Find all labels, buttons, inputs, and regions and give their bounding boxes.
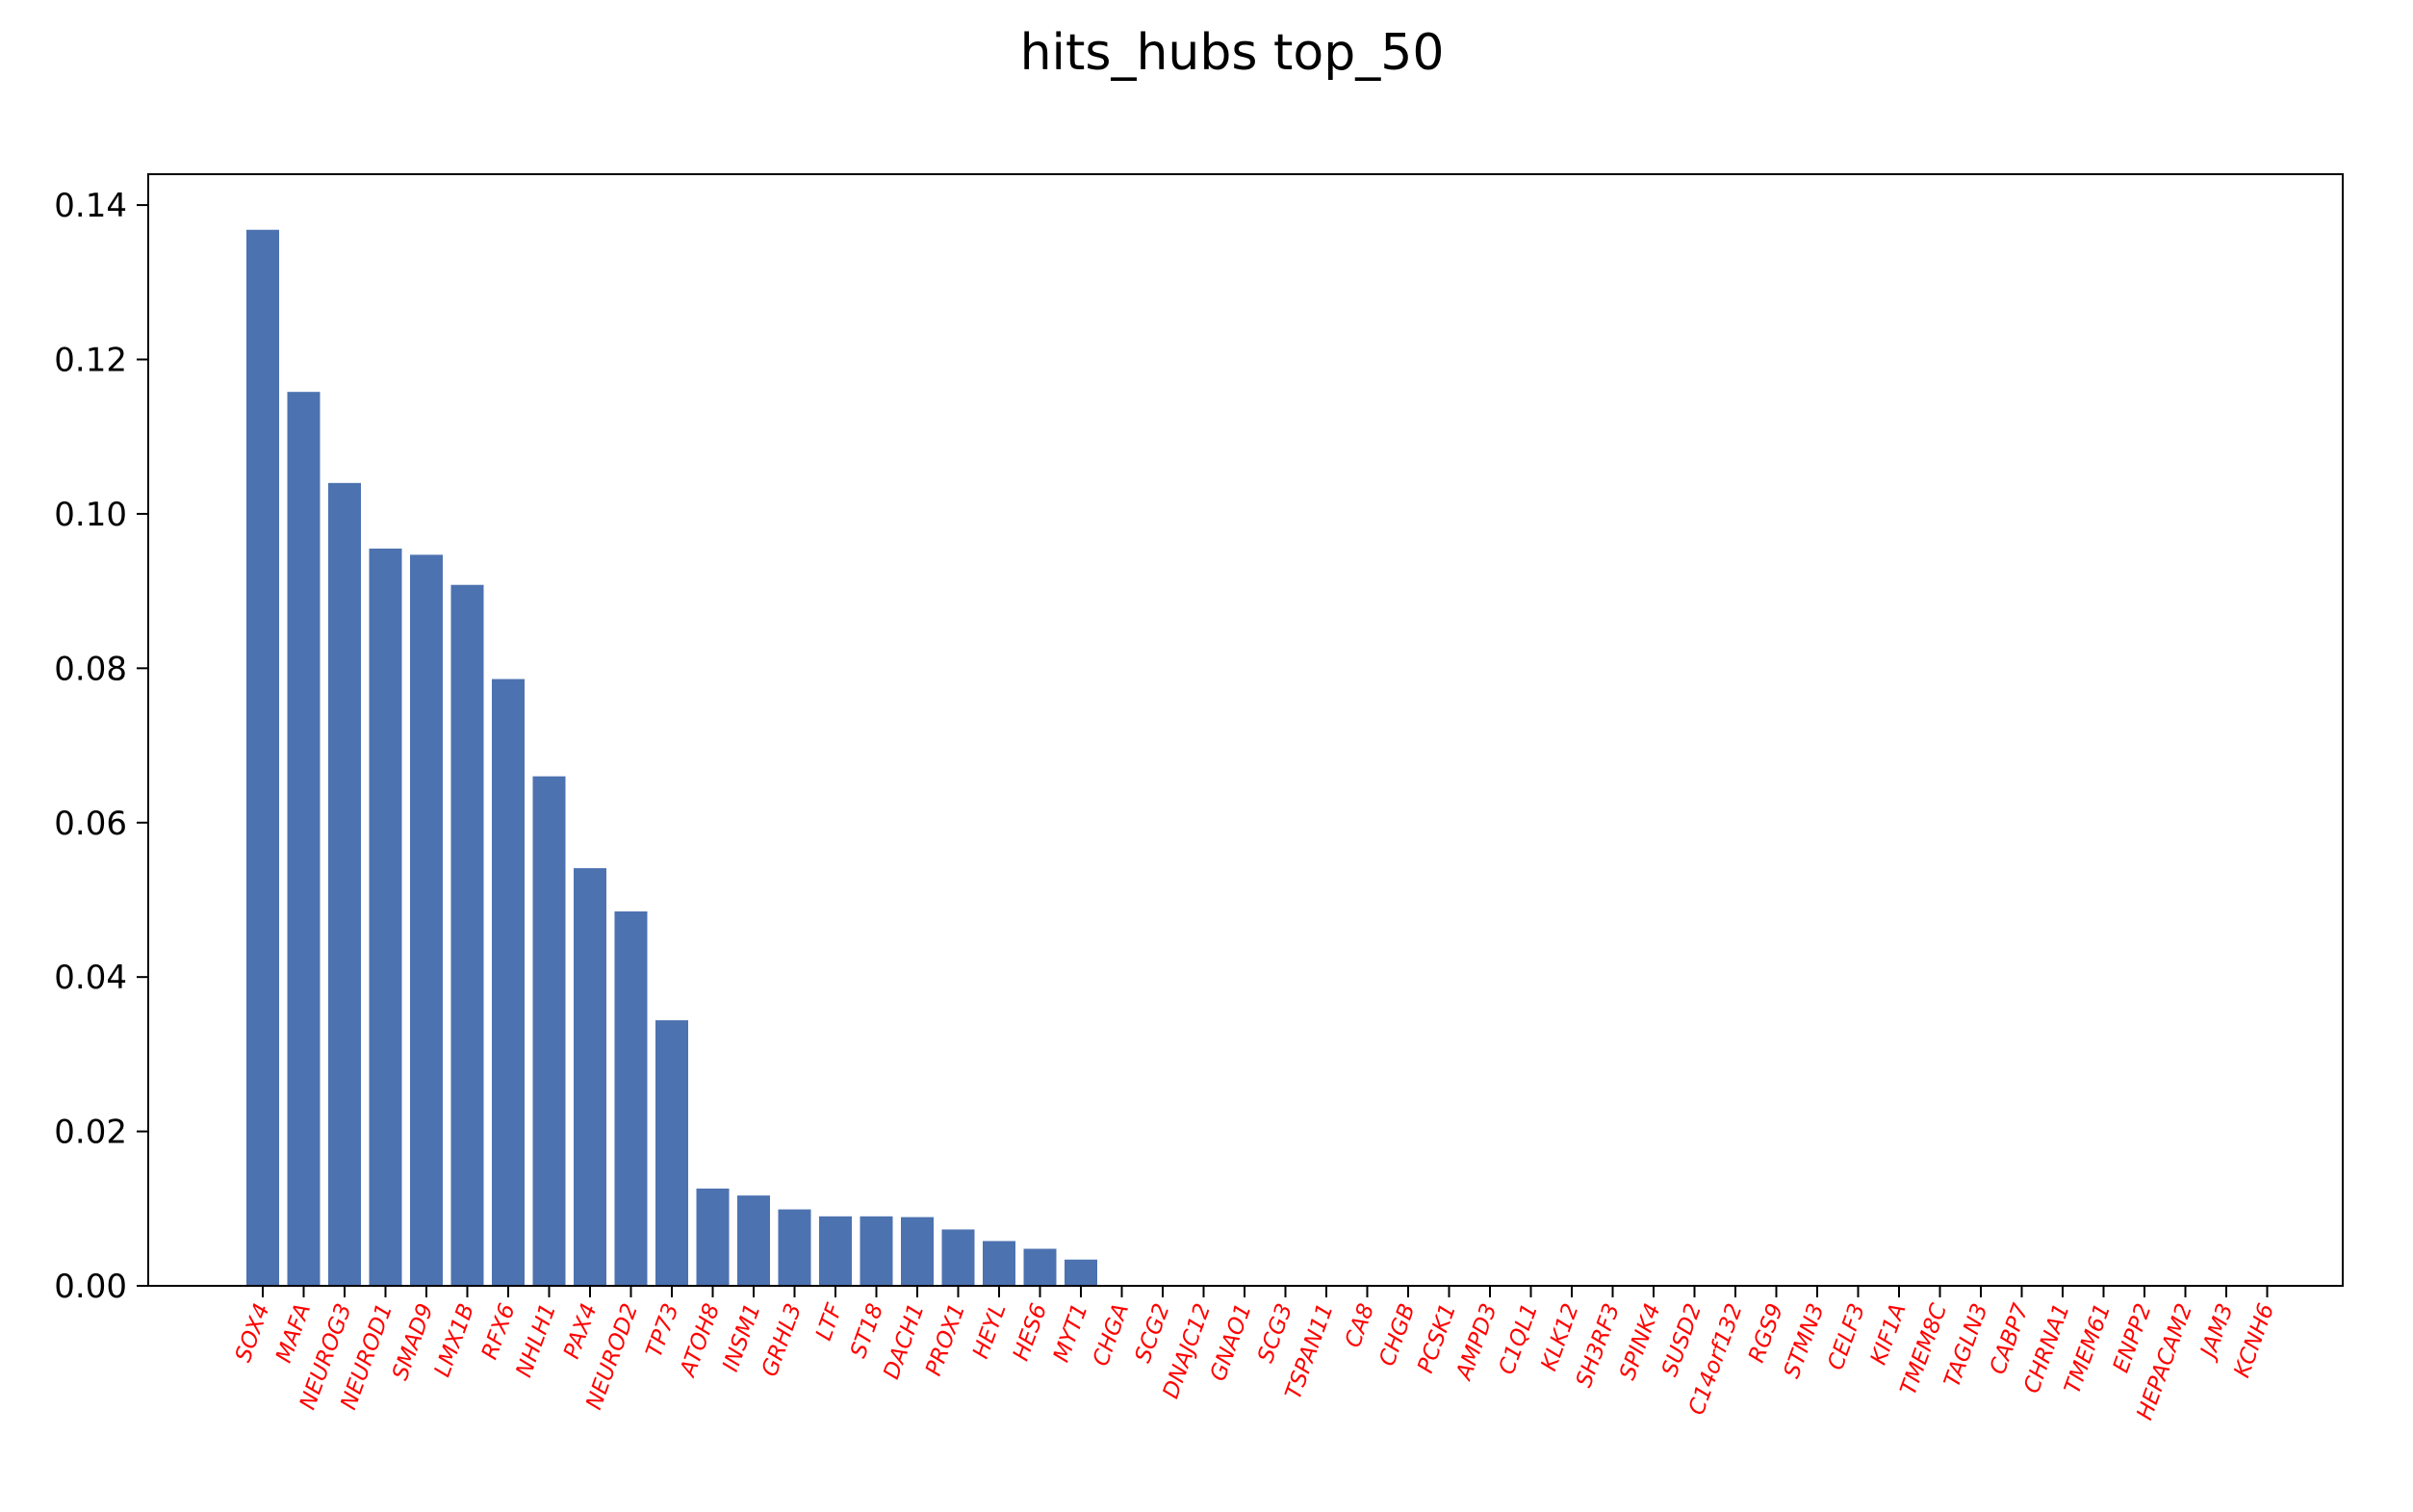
bar-hes6 — [1023, 1248, 1057, 1286]
x-tick-label-lmx1b: LMX1B — [430, 1300, 479, 1380]
bar-st18 — [860, 1216, 893, 1286]
x-tick-label-chgb: CHGB — [1374, 1300, 1420, 1370]
x-tick-label-sox4: SOX4 — [231, 1300, 275, 1366]
bar-dach1 — [901, 1217, 934, 1286]
x-tick-label-ltf: LTF — [811, 1299, 848, 1344]
chart-title: hits_hubs top_50 — [1020, 24, 1445, 82]
bar-rfx6 — [492, 679, 525, 1286]
x-tick-label-rfx6: RFX6 — [477, 1300, 521, 1363]
y-tick-label: 0.06 — [54, 805, 127, 843]
bar-lmx1b — [450, 584, 484, 1286]
bar-heyl — [983, 1241, 1015, 1286]
x-tick-label-nhlh1: NHLH1 — [512, 1300, 562, 1380]
x-tick-label-mafa: MAFA — [271, 1300, 316, 1366]
bar-neurog3 — [328, 482, 361, 1287]
x-tick-label-hes6: HES6 — [1009, 1300, 1052, 1364]
x-tick-label-scg3: SCG3 — [1253, 1300, 1297, 1366]
x-tick-label-heyl: HEYL — [968, 1300, 1012, 1362]
bar-mafa — [287, 392, 321, 1286]
y-tick-label: 0.00 — [54, 1268, 127, 1306]
y-tick-label: 0.14 — [54, 187, 127, 225]
bar-sox4 — [246, 229, 279, 1286]
bar-nhlh1 — [532, 776, 566, 1287]
x-tick-label-scg2: SCG2 — [1131, 1300, 1175, 1366]
plot-frame — [147, 173, 2344, 1287]
y-tick-label: 0.12 — [54, 342, 127, 380]
bar-neurod2 — [614, 910, 648, 1286]
bars-layer — [246, 229, 1097, 1287]
bar-pax4 — [574, 868, 606, 1286]
x-tick-label-chga: CHGA — [1089, 1300, 1134, 1370]
bar-myt1 — [1065, 1259, 1097, 1286]
x-tick-label-klk12: KLK12 — [1536, 1300, 1583, 1374]
x-tick-label-rgs9: RGS9 — [1744, 1300, 1788, 1366]
bar-insm1 — [737, 1195, 770, 1286]
y-axis: 0.00 0.02 0.04 0.06 0.08 0.10 0.12 0.14 — [54, 187, 148, 1306]
x-tick-label-enpp2: ENPP2 — [2109, 1300, 2157, 1376]
bar-tp73 — [655, 1020, 688, 1286]
bar-smad9 — [410, 554, 443, 1286]
bar-neurod1 — [369, 549, 402, 1286]
x-tick-label-myt1: MYT1 — [1049, 1300, 1093, 1366]
bar-grhl3 — [778, 1209, 811, 1286]
x-tick-label-grhl3: GRHL3 — [757, 1300, 807, 1380]
x-tick-label-jam3: JAM3 — [2195, 1300, 2238, 1364]
x-tick-label-st18: ST18 — [846, 1300, 888, 1361]
x-tick-label-celf3: CELF3 — [1823, 1300, 1870, 1373]
y-tick-label: 0.02 — [54, 1114, 127, 1152]
x-tick-label-pax4: PAX4 — [559, 1300, 603, 1362]
bar-ltf — [819, 1216, 852, 1286]
y-tick-label: 0.08 — [54, 650, 127, 688]
bar-atoh8 — [696, 1188, 730, 1286]
bar-prox1 — [941, 1229, 975, 1286]
x-tick-label-ca8: CA8 — [1341, 1300, 1379, 1351]
x-tick-label-kif1a: KIF1A — [1866, 1300, 1912, 1368]
x-tick-label-pcsk1: PCSK1 — [1413, 1300, 1461, 1376]
x-tick-label-insm1: INSM1 — [718, 1300, 765, 1375]
y-tick-label: 0.10 — [54, 496, 127, 534]
y-tick-label: 0.04 — [54, 959, 127, 997]
x-tick-label-tp73: TP73 — [642, 1300, 684, 1361]
x-axis: SOX4MAFANEUROG3NEUROD1SMAD9LMX1BRFX6NHLH… — [231, 1286, 2279, 1423]
x-tick-label-prox1: PROX1 — [921, 1300, 970, 1379]
